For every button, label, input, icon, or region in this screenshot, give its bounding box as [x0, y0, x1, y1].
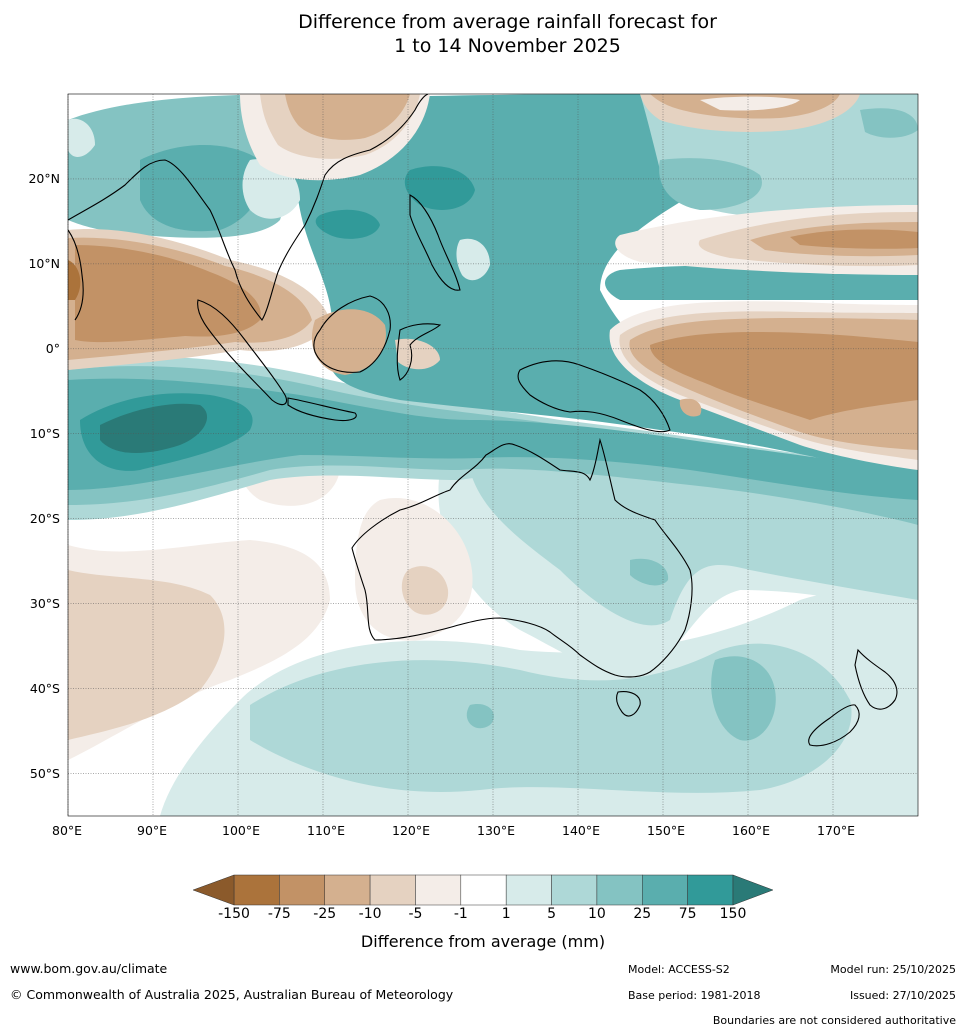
anomaly-region	[650, 332, 918, 420]
colorbar-extend-high	[732, 874, 774, 906]
sulawesi-coastline	[396, 323, 442, 381]
anomaly-region	[285, 94, 410, 140]
colorbar-tick-label: -75	[267, 906, 291, 922]
anomaly-region	[100, 403, 208, 454]
latitude-label: 30°S	[29, 595, 60, 611]
longitude-label: 90°E	[137, 823, 168, 838]
colorbar-tick-label: 150	[719, 906, 747, 922]
latitude-label: 20°S	[29, 510, 60, 526]
longitude-label: 80°E	[52, 823, 83, 838]
longitude-label: 140°E	[562, 823, 601, 838]
map-title: Difference from average rainfall forecas…	[0, 10, 965, 58]
anomaly-region	[68, 118, 95, 157]
colorbar-tick-label: 75	[678, 906, 697, 922]
colorbar-tick-label: 25	[633, 906, 652, 922]
latitude-label: 0°	[45, 340, 60, 356]
colorbar-swatch	[687, 874, 734, 906]
borneo-coastline	[313, 295, 391, 373]
colorbar-swatch	[460, 874, 507, 906]
colorbar-swatch	[551, 874, 598, 906]
tasmania-coastline	[616, 691, 641, 717]
philippines-coastline	[409, 194, 461, 291]
coastlines	[68, 94, 898, 747]
colorbar-swatch	[596, 874, 643, 906]
colorbar-tick-label: 10	[587, 906, 606, 922]
anomaly-region	[68, 570, 225, 740]
anomaly-region	[679, 398, 702, 417]
anomaly-region	[630, 558, 669, 586]
latitude-label: 10°N	[28, 255, 60, 271]
copyright-text: © Commonwealth of Australia 2025, Austra…	[10, 987, 454, 1002]
colorbar-tick-label: -25	[313, 906, 337, 922]
website-link[interactable]: www.bom.gov.au/climate	[10, 961, 168, 976]
colorbar-extend-low	[192, 874, 235, 906]
asia-coastline	[68, 94, 429, 321]
anomaly-region	[75, 245, 261, 343]
anomaly-region	[250, 643, 852, 793]
anomaly-region	[456, 238, 490, 281]
anomaly-region	[860, 108, 918, 138]
colorbar-swatch	[233, 874, 280, 906]
latitude-label: 50°S	[29, 765, 60, 781]
anomaly-region	[401, 566, 449, 615]
colorbar-swatch	[369, 874, 416, 906]
anomaly-region	[311, 309, 386, 375]
anomaly-region	[711, 656, 776, 741]
longitude-label: 170°E	[817, 823, 856, 838]
colorbar-tick-label: 1	[501, 906, 511, 922]
anomaly-region	[68, 260, 81, 300]
anomaly-region	[404, 166, 475, 210]
longitude-label: 110°E	[307, 823, 346, 838]
longitude-label: 160°E	[732, 823, 771, 838]
colorbar-tick-label: -150	[218, 906, 250, 922]
india-coastline	[68, 229, 84, 321]
colorbar-swatch	[415, 874, 462, 906]
issued-date: Issued: 27/10/2025	[849, 989, 956, 1002]
colorbar-swatch	[642, 874, 688, 906]
anomaly-region	[140, 145, 263, 232]
colorbar-swatch	[279, 874, 325, 906]
latitude-label: 10°S	[29, 425, 60, 441]
latitude-label: 40°S	[29, 680, 60, 696]
anomaly-region	[395, 338, 440, 370]
colorbar-tick-label: -10	[358, 906, 382, 922]
title-line-2: 1 to 14 November 2025	[394, 35, 621, 57]
colorbar-swatch	[505, 874, 552, 906]
title-line-1: Difference from average rainfall forecas…	[298, 11, 717, 33]
australia-coastline	[351, 437, 693, 678]
anomaly-region	[466, 704, 494, 729]
colorbar-tick-label: -1	[453, 906, 468, 922]
anomaly-region	[790, 229, 918, 249]
new-zealand-south-coastline	[808, 704, 860, 747]
longitude-label: 100°E	[222, 823, 261, 838]
sumatra-coastline	[197, 299, 288, 406]
anomaly-region	[700, 96, 800, 111]
base-period: Base period: 1981-2018	[628, 989, 761, 1002]
model-name: Model: ACCESS-S2	[628, 963, 730, 976]
colorbar-title: Difference from average (mm)	[360, 932, 606, 951]
map-frame	[67, 93, 919, 817]
latitude-label: 20°N	[28, 170, 60, 186]
java-coastline	[287, 397, 357, 422]
colorbar-tick-label: 5	[547, 906, 556, 922]
longitude-label: 150°E	[647, 823, 686, 838]
colorbar-tick-label: -5	[408, 906, 423, 922]
colorbar-swatch	[324, 874, 371, 906]
colorbar	[192, 874, 774, 906]
new-guinea-coastline	[517, 360, 671, 433]
anomaly-region	[315, 209, 380, 239]
anomaly-region	[659, 158, 762, 210]
longitude-label: 120°E	[392, 823, 431, 838]
boundaries-disclaimer: Boundaries are not considered authoritat…	[712, 1014, 956, 1027]
new-zealand-north-coastline	[854, 648, 898, 710]
model-run-date: Model run: 25/10/2025	[830, 963, 956, 976]
longitude-label: 130°E	[477, 823, 516, 838]
